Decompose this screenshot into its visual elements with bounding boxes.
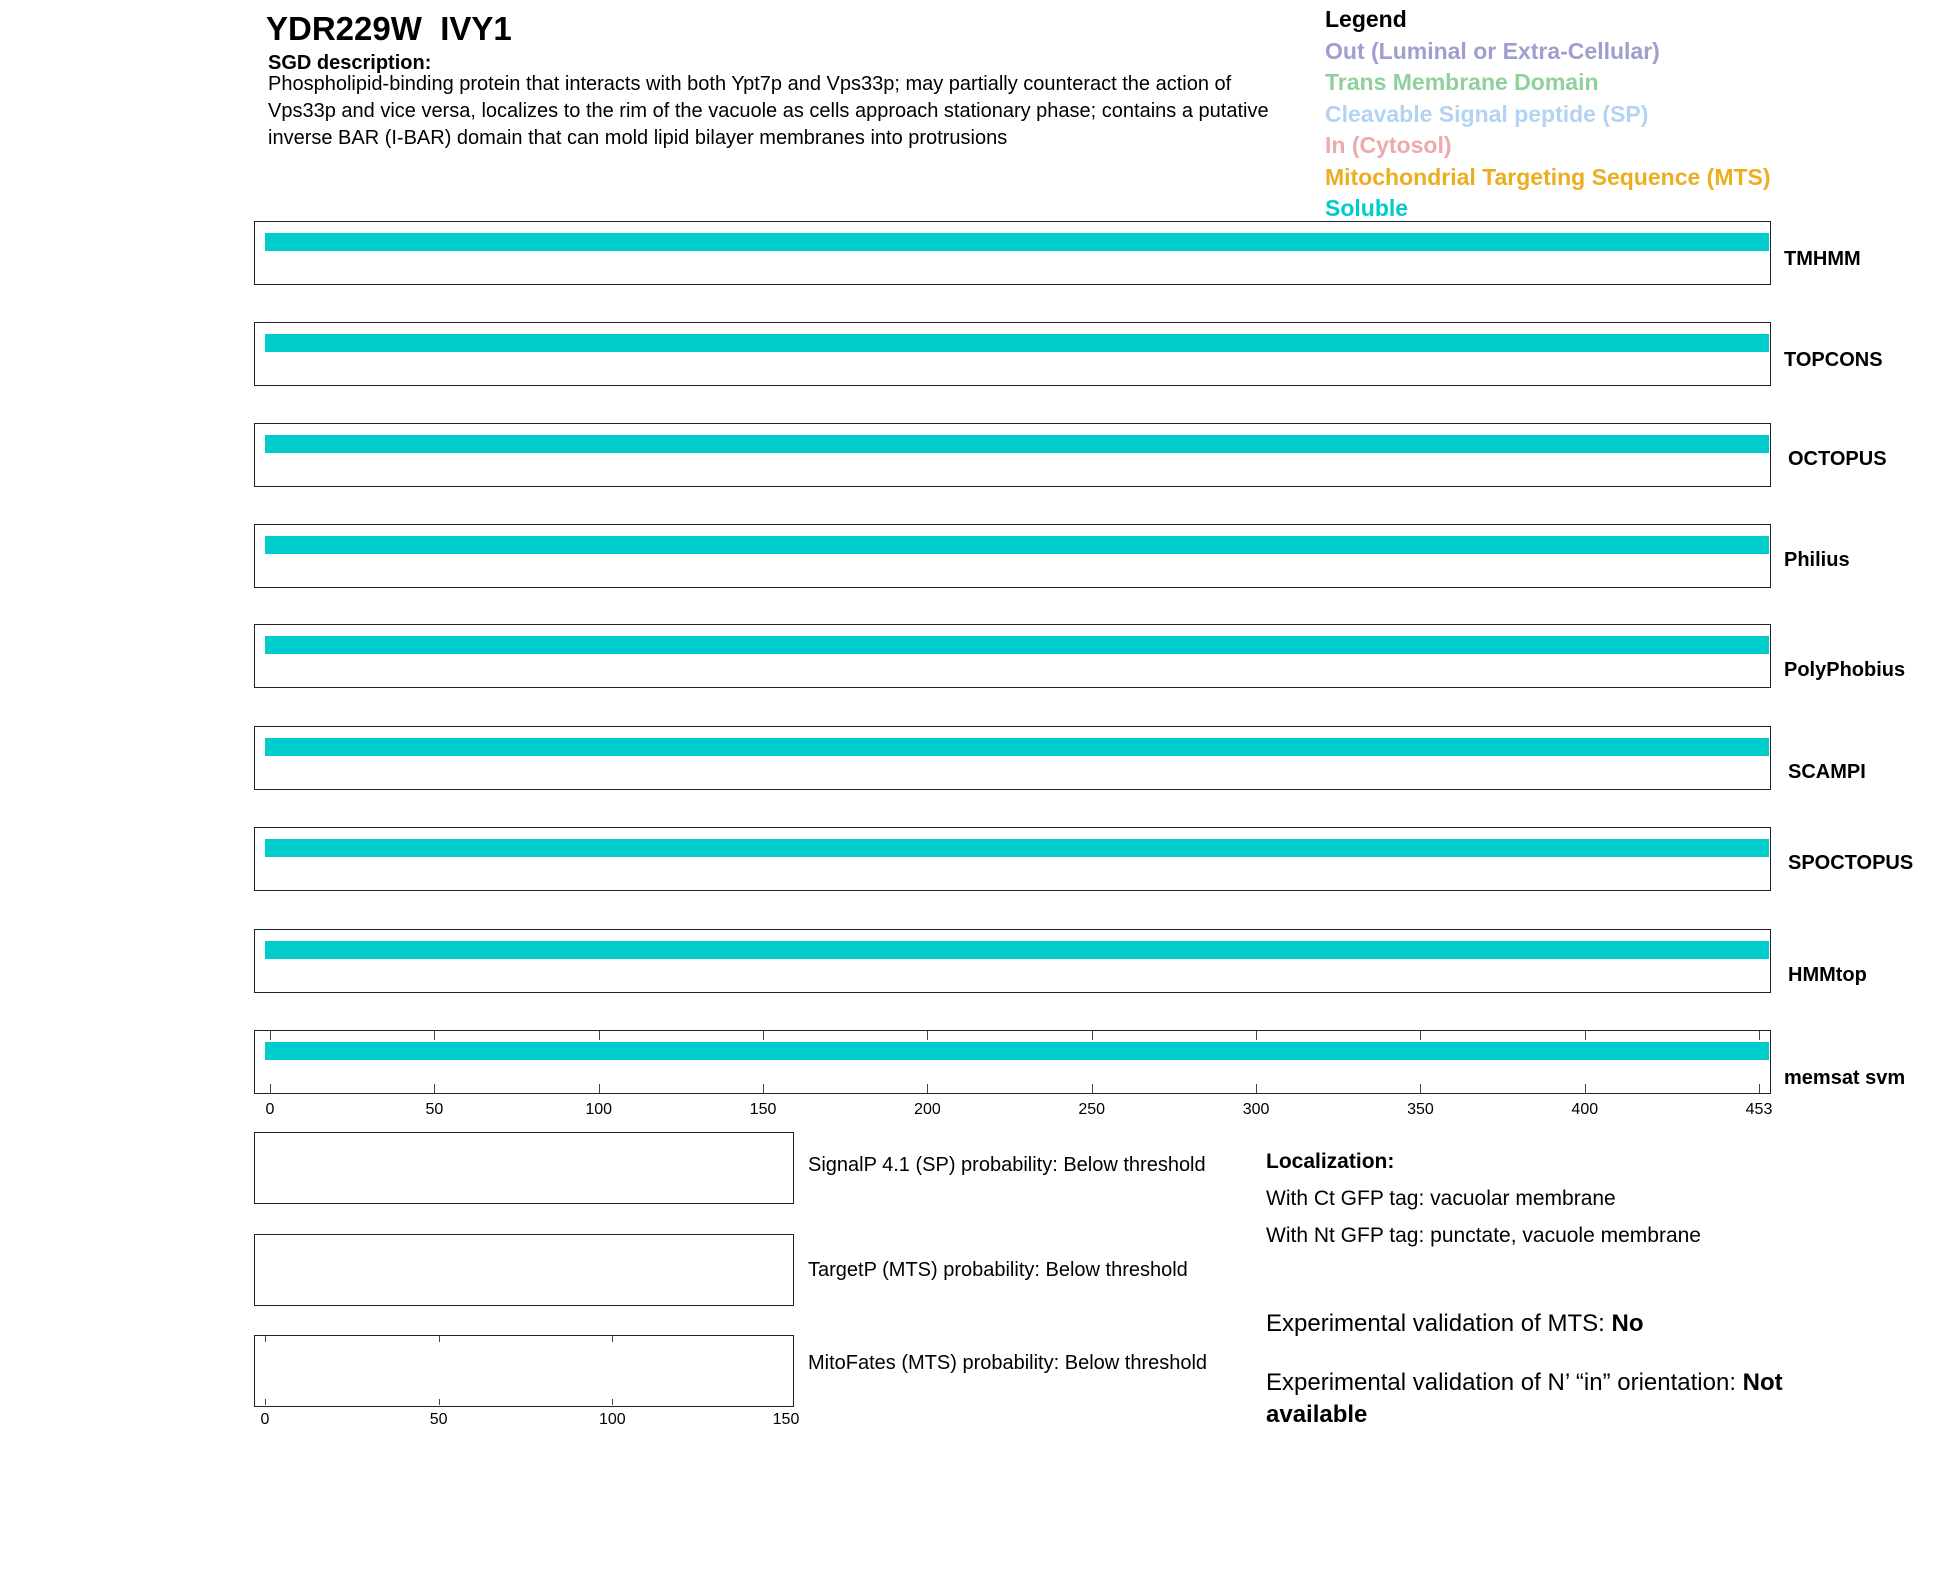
- segment-bar: [265, 839, 1769, 857]
- axis-tick-label: 50: [425, 1101, 444, 1118]
- legend-item: Soluble: [1325, 195, 1409, 221]
- track-label: TOPCONS: [1784, 349, 1883, 371]
- legend: Legend Out (Luminal or Extra-Cellular) Tr…: [1325, 4, 1771, 225]
- axis-tick: [598, 1084, 600, 1093]
- sgd-description: Phospholipid-binding protein that intera…: [268, 73, 1269, 149]
- axis-tick: [434, 1031, 436, 1040]
- mts-validation: Experimental validation of MTS: No: [1266, 1308, 1866, 1340]
- axis-tick: [1584, 1031, 1586, 1040]
- track-label: PolyPhobius: [1784, 659, 1906, 681]
- legend-item: In (Cytosol): [1325, 132, 1452, 158]
- axis-tick: [612, 1336, 614, 1342]
- mts-validation-value: No: [1611, 1310, 1644, 1337]
- track-label: TMHMM: [1784, 248, 1861, 270]
- axis-tick: [265, 1399, 266, 1405]
- orientation-validation: Experimental validation of N’ “in” orien…: [1266, 1367, 1866, 1431]
- page-title: YDR229W IVY1: [266, 10, 512, 47]
- axis-tick: [763, 1084, 765, 1093]
- axis-tick-label: 400: [1571, 1101, 1599, 1118]
- track-label: HMMtop: [1788, 964, 1867, 986]
- segment-bar: [265, 636, 1769, 654]
- axis-tick-label: 0: [260, 1411, 270, 1428]
- axis-tick-label: 0: [265, 1101, 275, 1118]
- axis-tick: [1420, 1031, 1422, 1040]
- axis-tick: [438, 1336, 440, 1342]
- track-label: memsat svm: [1784, 1067, 1906, 1089]
- track-octopus: [254, 423, 1771, 487]
- axis-tick-label: 100: [598, 1411, 626, 1428]
- track-label: OCTOPUS: [1788, 448, 1887, 470]
- segment-bar: [265, 435, 1769, 453]
- orientation-validation-value: Not available: [1266, 1369, 1783, 1428]
- axis-tick-label: 200: [914, 1101, 941, 1118]
- axis-tick: [270, 1084, 271, 1093]
- axis-tick: [598, 1031, 600, 1040]
- axis-tick: [1256, 1084, 1258, 1093]
- track-hmmtop: [254, 929, 1771, 993]
- track-label: SCAMPI: [1788, 761, 1866, 783]
- track-label: Philius: [1784, 549, 1850, 571]
- segment-bar: [265, 941, 1769, 959]
- track-topcons: [254, 322, 1771, 386]
- axis-tick-label: 250: [1078, 1101, 1106, 1118]
- axis-tick: [1256, 1031, 1258, 1040]
- axis-tick-label: 453: [1745, 1101, 1773, 1118]
- segment-bar: [265, 738, 1769, 756]
- track-scampi: [254, 726, 1771, 790]
- segment-bar: [265, 334, 1769, 352]
- axis-tick: [434, 1084, 436, 1093]
- axis-tick: [270, 1031, 271, 1040]
- track-polyphobius: [254, 624, 1771, 688]
- track-philius: [254, 524, 1771, 588]
- axis-tick: [763, 1031, 765, 1040]
- probability-plot-box: [254, 1132, 794, 1204]
- legend-item: Out (Luminal or Extra-Cellular): [1325, 37, 1660, 64]
- axis-tick: [1759, 1031, 1760, 1040]
- axis-tick-label: 50: [429, 1411, 448, 1428]
- localization-ct: With Ct GFP tag: vacuolar membrane: [1266, 1187, 1616, 1210]
- mts-validation-label: Experimental validation of MTS:: [1266, 1310, 1612, 1337]
- track-label: SPOCTOPUS: [1788, 852, 1914, 874]
- axis-tick: [927, 1084, 929, 1093]
- localization-heading: Localization:: [1266, 1150, 1395, 1173]
- axis-tick: [612, 1399, 614, 1405]
- segment-bar: [265, 536, 1769, 554]
- probability-plot-box: [254, 1335, 794, 1407]
- probability-label: TargetP (MTS) probability: Below thresho…: [808, 1259, 1188, 1281]
- axis-tick: [1091, 1031, 1093, 1040]
- legend-item: Cleavable Signal peptide (SP): [1325, 100, 1649, 127]
- probability-label: SignalP 4.1 (SP) probability: Below thre…: [808, 1154, 1206, 1176]
- track-spoctopus: [254, 827, 1771, 891]
- axis-tick: [1759, 1084, 1760, 1093]
- orientation-validation-label: Experimental validation of N’ “in” orien…: [1266, 1369, 1743, 1396]
- track-memsat-svm: [254, 1030, 1771, 1094]
- legend-item: Mitochondrial Targeting Sequence (MTS): [1325, 163, 1771, 190]
- axis-tick-label: 100: [585, 1101, 613, 1118]
- axis-tick: [265, 1336, 266, 1342]
- axis-tick: [927, 1031, 929, 1040]
- track-tmhmm: [254, 221, 1771, 285]
- legend-title: Legend: [1325, 6, 1407, 32]
- legend-item: Trans Membrane Domain: [1325, 69, 1599, 95]
- axis-tick: [1091, 1084, 1093, 1093]
- sgd-heading: SGD description:: [268, 52, 432, 74]
- segment-bar: [265, 1042, 1769, 1060]
- axis-tick: [1584, 1084, 1586, 1093]
- axis-tick-label: 350: [1407, 1101, 1434, 1118]
- axis-tick-label: 300: [1242, 1101, 1270, 1118]
- probability-label: MitoFates (MTS) probability: Below thres…: [808, 1352, 1208, 1374]
- localization-nt: With Nt GFP tag: punctate, vacuole membr…: [1266, 1224, 1701, 1247]
- probability-plot-box: [254, 1234, 794, 1306]
- axis-tick: [438, 1399, 440, 1405]
- axis-tick-label: 150: [772, 1411, 800, 1428]
- axis-tick-label: 150: [749, 1101, 777, 1118]
- segment-bar: [265, 233, 1769, 251]
- axis-tick: [1420, 1084, 1422, 1093]
